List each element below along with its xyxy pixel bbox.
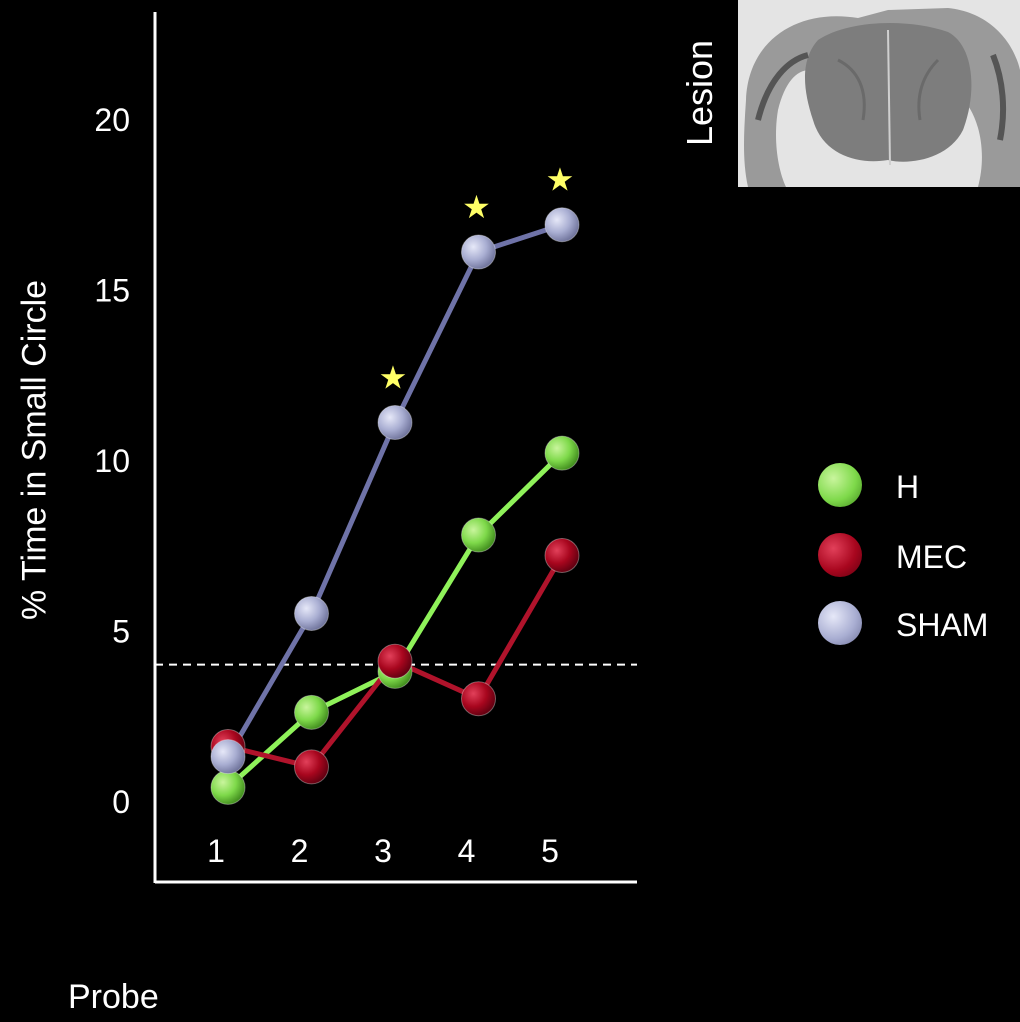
data-point-h	[210, 769, 246, 805]
series-layer	[210, 207, 580, 805]
significance-markers: ★ ★ ★	[379, 161, 575, 397]
x-tick-labels: 1 2 3 4 5	[207, 833, 559, 869]
data-point-mec	[544, 537, 580, 573]
legend-label-h: H	[896, 469, 920, 505]
data-point-sham	[544, 207, 580, 243]
y-tick-label: 0	[112, 784, 130, 820]
data-point-mec	[461, 681, 496, 717]
y-tick-label: 10	[94, 443, 130, 479]
legend-label-mec: MEC	[896, 539, 968, 575]
x-axis-label: Probe	[68, 978, 159, 1016]
y-tick-labels: 0 5 10 15 20	[94, 102, 130, 820]
y-axis-label: % Time in Small Circle	[15, 279, 54, 621]
lesion-label: Lesion	[679, 39, 720, 147]
data-point-sham	[210, 739, 246, 775]
y-tick-label: 15	[94, 273, 130, 309]
significance-star: ★	[462, 188, 491, 226]
x-tick-label: 5	[541, 833, 559, 869]
x-tick-label: 3	[374, 833, 392, 869]
data-point-h	[544, 435, 580, 471]
y-tick-label: 5	[112, 614, 130, 650]
data-point-mec	[377, 643, 413, 679]
y-tick-label: 20	[94, 102, 130, 138]
data-point-h	[461, 517, 496, 553]
x-tick-label: 1	[207, 833, 225, 869]
data-point-sham	[377, 404, 413, 440]
legend-marker-sham	[818, 601, 862, 645]
x-tick-label: 4	[458, 833, 476, 869]
significance-star: ★	[379, 358, 408, 396]
brain-section-image	[738, 0, 1020, 187]
significance-star: ★	[546, 161, 575, 199]
data-point-mec	[294, 749, 329, 785]
data-point-h	[294, 694, 329, 730]
x-tick-label: 2	[291, 833, 309, 869]
data-point-sham	[461, 234, 496, 270]
legend-marker-mec	[818, 533, 862, 577]
legend-marker-h	[818, 463, 862, 507]
legend-label-sham: SHAM	[896, 607, 989, 643]
data-point-sham	[294, 595, 329, 631]
series-line-h	[226, 451, 564, 790]
